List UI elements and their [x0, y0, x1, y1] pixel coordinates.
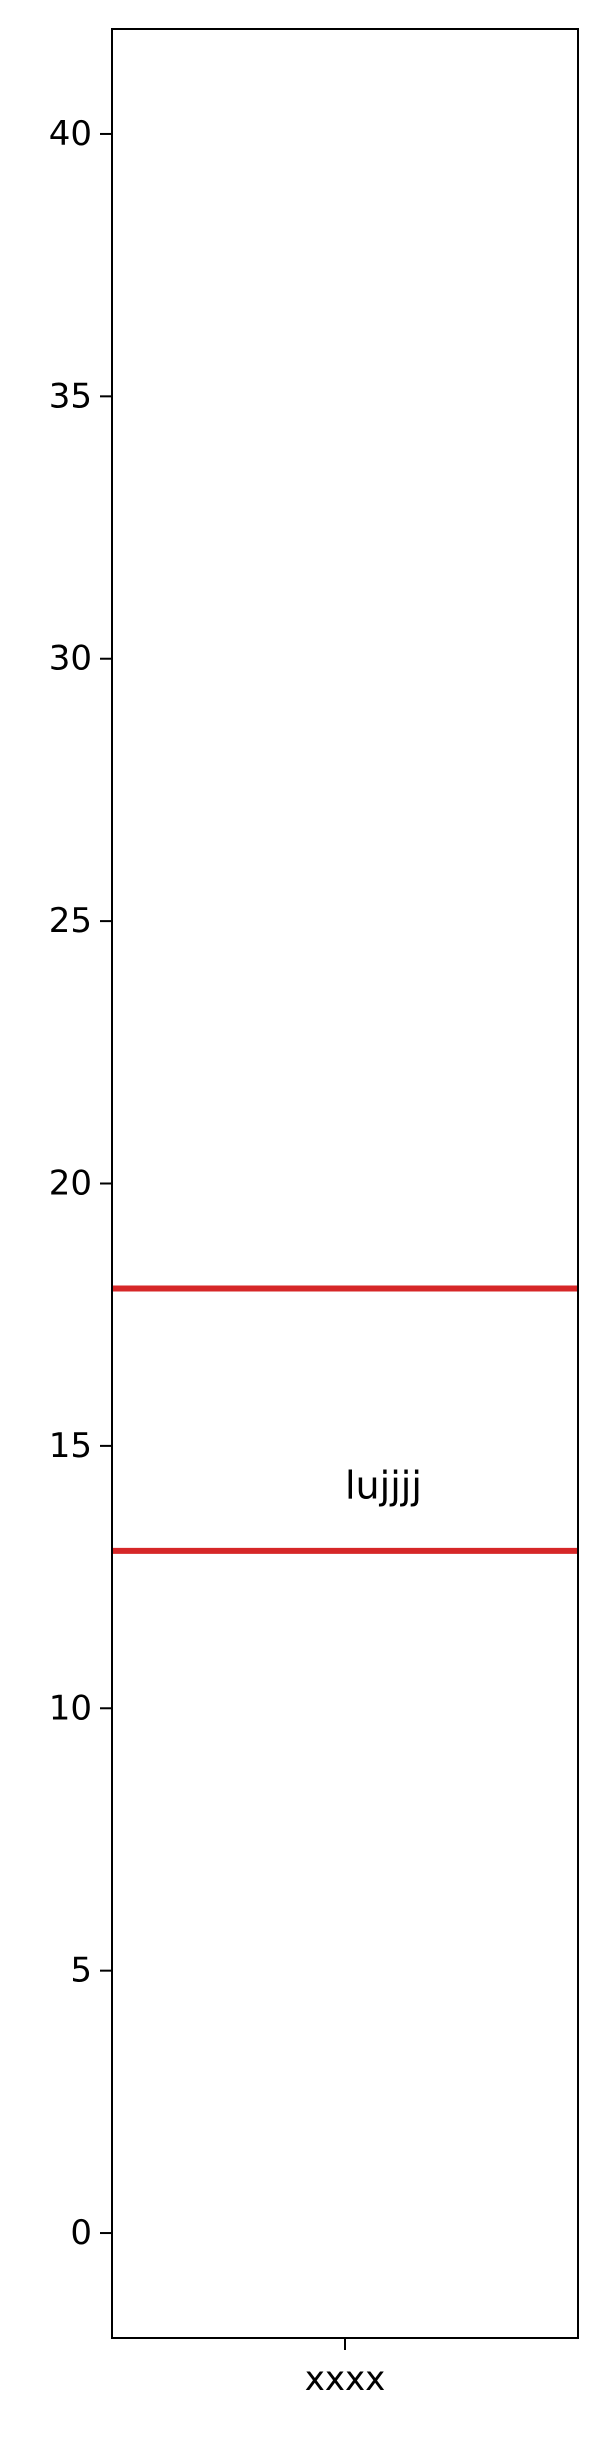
- y-tick-label: 20: [49, 1164, 92, 1204]
- plot-area: [112, 29, 578, 2338]
- annotation-text: lujjjj: [345, 1463, 422, 1507]
- y-tick-label: 30: [49, 639, 92, 679]
- y-tick-label: 5: [70, 1951, 92, 1991]
- y-tick-label: 10: [49, 1688, 92, 1728]
- y-tick-label: 35: [49, 376, 92, 416]
- y-tick-label: 40: [49, 114, 92, 154]
- x-tick-label: xxxx: [305, 2359, 385, 2399]
- axes-frame: [111, 28, 579, 2339]
- y-tick-label: 15: [49, 1426, 92, 1466]
- y-tick-label: 25: [49, 901, 92, 941]
- y-tick-label: 0: [70, 2213, 92, 2253]
